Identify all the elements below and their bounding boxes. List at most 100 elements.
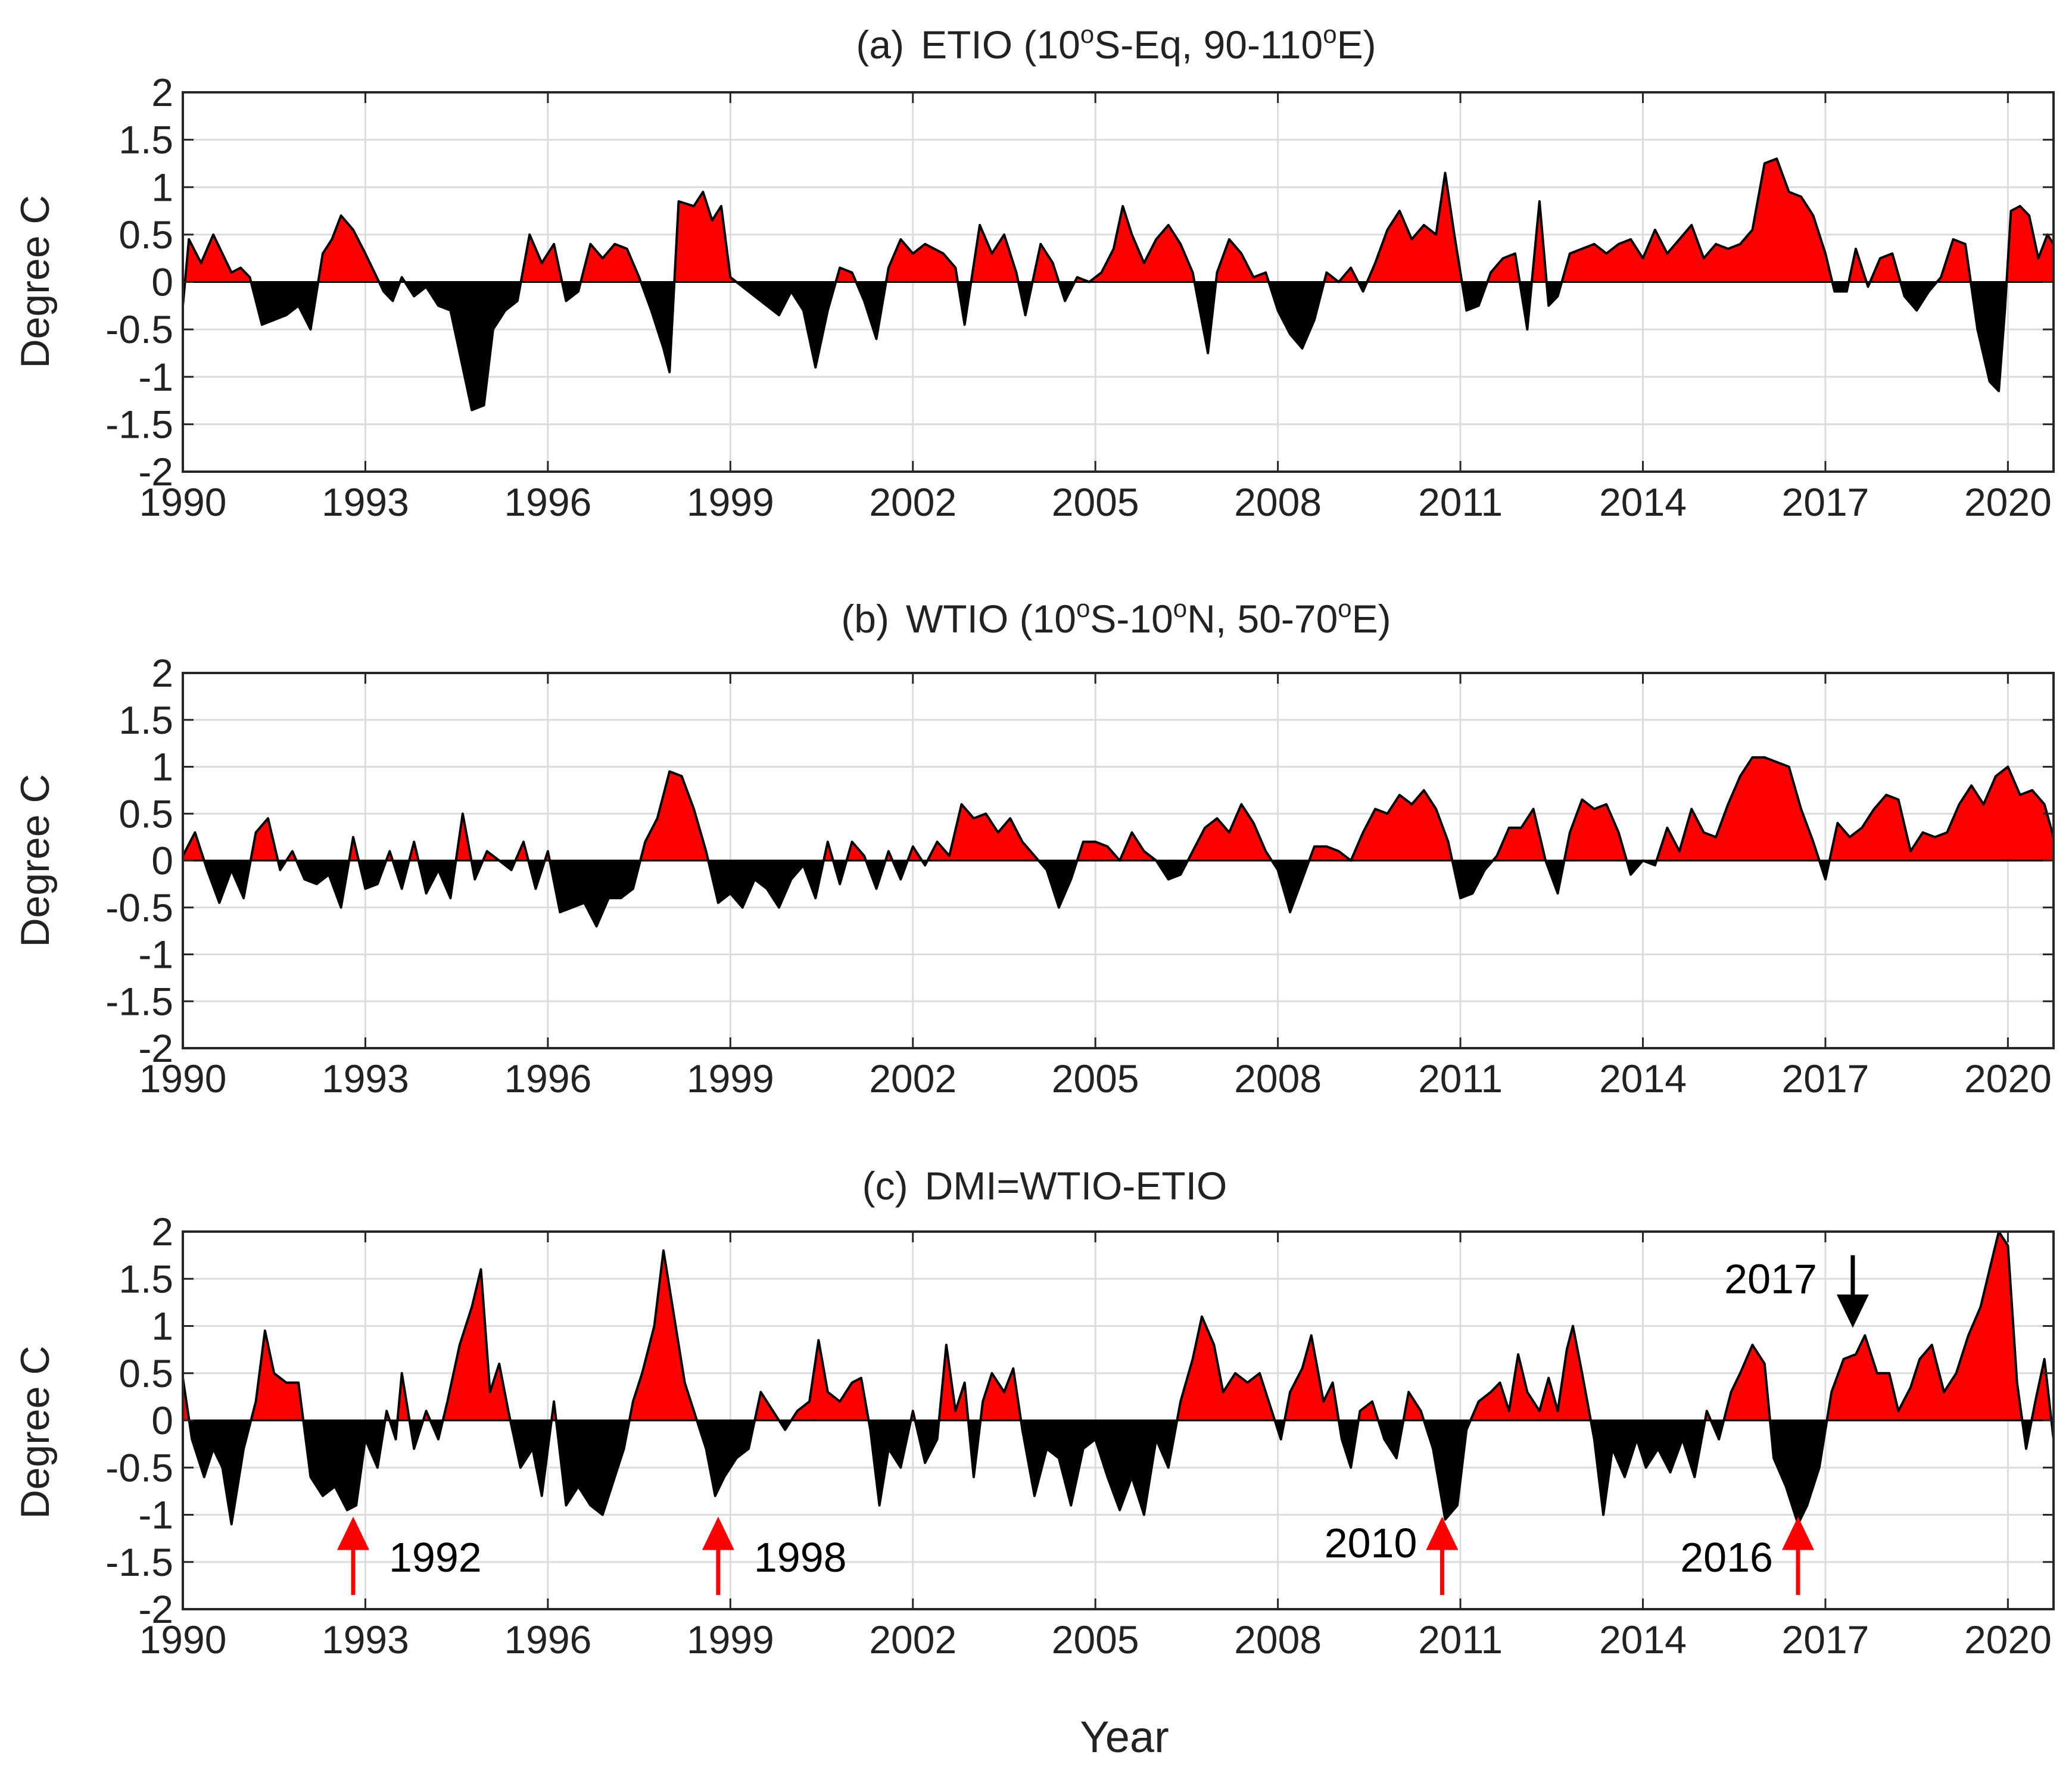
panel-c-xtick-label: 2017 — [1782, 1618, 1870, 1662]
panel-c-area — [182, 1230, 2055, 1526]
panel-b-xtick-label: 1999 — [687, 1057, 774, 1101]
panel-a-ytick-label: 0.5 — [119, 213, 173, 257]
panel-c-xtick-label: 1999 — [687, 1618, 774, 1662]
panel-c-xtick-label: 2005 — [1052, 1618, 1139, 1662]
arrow-up-icon — [702, 1516, 734, 1550]
panel-a-xtick-label: 2002 — [869, 480, 956, 524]
panel-b-title: (b) WTIO (10oS-10oN, 50-70oE) — [841, 594, 1391, 641]
arrow-up-icon — [1426, 1516, 1459, 1550]
panel-a-area — [182, 157, 2055, 412]
panel-c-ytick-label: 0 — [151, 1398, 173, 1442]
panel-a-ytick-label: -1.5 — [105, 402, 173, 446]
panel-c-series-line — [182, 1230, 2055, 1526]
panel-a-ticks: 1990 1993 1996 1999 2002 2005 2008 2011 2014 2017… — [105, 70, 2054, 524]
panel-b-xtick-label: 2005 — [1052, 1057, 1139, 1101]
panel-a-xtick-label: 1990 — [139, 480, 227, 524]
panel-a: (a) ETIO (10oS-Eq, 90-110oE) Degree C 199… — [13, 20, 2055, 524]
panel-c-xtick-label: 2011 — [1418, 1618, 1503, 1662]
annotation-label: 2010 — [1325, 1520, 1417, 1566]
panel-c-ytick-label: -2 — [138, 1587, 173, 1631]
panel-c-xtick-label: 1996 — [504, 1618, 591, 1662]
panel-b-xtick-label: 2002 — [869, 1057, 956, 1101]
panel-c-xtick-label: 2020 — [1964, 1618, 2052, 1662]
panel-c-ylabel: Degree C — [13, 1345, 58, 1519]
panel-a-series-line — [182, 157, 2055, 412]
annotation-label: 2017 — [1724, 1255, 1817, 1302]
panel-c-ytick-label: -1.5 — [105, 1540, 173, 1584]
panel-c-ytick-label: -1 — [138, 1493, 173, 1537]
panel-a-ytick-label: 1 — [151, 165, 173, 209]
panel-a-xtick-label: 1999 — [687, 480, 774, 524]
annotation-2017: 2017 — [1724, 1255, 1869, 1328]
panel-b-xtick-label: 1990 — [139, 1057, 227, 1101]
panel-b-xtick-label: 1996 — [504, 1057, 591, 1101]
panel-c-xtick-label: 2008 — [1234, 1618, 1322, 1662]
panel-b-area — [182, 756, 2055, 928]
panel-a-xtick-label: 2005 — [1052, 480, 1139, 524]
panel-c-ytick-label: 1 — [151, 1304, 173, 1348]
annotation-2016: 2016 — [1680, 1516, 1814, 1595]
panel-b-ytick-label: 2 — [151, 651, 173, 695]
panel-a-ytick-label: -2 — [138, 450, 173, 494]
arrow-up-icon — [337, 1516, 370, 1550]
panel-c-xtick-label: 1993 — [322, 1618, 409, 1662]
panel-a-xtick-label: 2008 — [1234, 480, 1322, 524]
panel-b: (b) WTIO (10oS-10oN, 50-70oE) Degree C 19… — [13, 594, 2055, 1101]
panel-b-ticks: 1990 1993 1996 1999 2002 2005 2008 2011 2014 2017… — [105, 651, 2054, 1101]
panel-a-ytick-label: -1 — [138, 355, 173, 399]
panel-b-xtick-label: 1993 — [322, 1057, 409, 1101]
annotation-1998: 1998 — [702, 1516, 847, 1595]
panel-b-xtick-label: 2008 — [1234, 1057, 1322, 1101]
panel-c-ticks: 1990 1993 1996 1999 2002 2005 2008 2011 2014 2017… — [105, 1210, 2054, 1662]
panel-c-ytick-label: 2 — [151, 1210, 173, 1254]
panel-b-ytick-label: -1 — [138, 933, 173, 977]
arrow-down-icon — [1836, 1294, 1869, 1328]
panel-a-xtick-label: 1993 — [322, 480, 409, 524]
annotation-2010: 2010 — [1325, 1516, 1459, 1595]
panel-c-title: (c) DMI=WTIO-ETIO — [862, 1164, 1227, 1208]
panel-a-ytick-label: -0.5 — [105, 307, 173, 351]
annotation-label: 1998 — [754, 1534, 847, 1581]
panel-a-ytick-label: 0 — [151, 260, 173, 304]
panel-b-xtick-label: 2020 — [1964, 1057, 2052, 1101]
panel-a-xtick-label: 2014 — [1599, 480, 1687, 524]
panel-c-annotations: 1992 1998 2010 2016 2017 — [337, 1255, 1869, 1595]
x-axis-label: Year — [1080, 1712, 1169, 1762]
panel-a-xtick-label: 2020 — [1964, 480, 2052, 524]
panel-b-xtick-label: 2014 — [1599, 1057, 1687, 1101]
panel-b-xtick-label: 2017 — [1782, 1057, 1870, 1101]
panel-c-ytick-label: 0.5 — [119, 1351, 173, 1395]
panel-c-negative-area — [183, 1420, 2054, 1525]
panel-a-ylabel: Degree C — [13, 195, 58, 368]
panel-b-ytick-label: -1.5 — [105, 979, 173, 1023]
panel-a-title: (a) ETIO (10oS-Eq, 90-110oE) — [856, 20, 1376, 67]
annotation-label: 1992 — [389, 1534, 482, 1581]
panel-c-ytick-label: 1.5 — [119, 1257, 173, 1301]
panel-a-ytick-label: 2 — [151, 70, 173, 114]
annotation-label: 2016 — [1680, 1534, 1773, 1581]
panel-b-ytick-label: 1 — [151, 745, 173, 789]
panel-b-ytick-label: 1.5 — [119, 698, 173, 742]
panel-c-ytick-label: -0.5 — [105, 1445, 173, 1489]
panel-b-ytick-label: -2 — [138, 1026, 173, 1070]
panel-c-positive-area — [183, 1232, 2054, 1420]
arrow-up-icon — [1781, 1516, 1814, 1550]
panel-a-negative-area — [183, 282, 2054, 410]
panel-b-ytick-label: -0.5 — [105, 886, 173, 930]
panel-c-xtick-label: 2014 — [1599, 1618, 1687, 1662]
panel-a-ytick-label: 1.5 — [119, 118, 173, 162]
panel-b-ylabel: Degree C — [13, 774, 58, 947]
panel-c: (c) DMI=WTIO-ETIO Degree C 1990 1993 1996 19… — [13, 1164, 2055, 1662]
panel-a-xtick-label: 1996 — [504, 480, 591, 524]
panel-b-positive-area — [183, 757, 2054, 861]
panel-c-xtick-label: 1990 — [139, 1618, 227, 1662]
annotation-1992: 1992 — [337, 1516, 482, 1595]
panel-b-xtick-label: 2011 — [1418, 1057, 1503, 1101]
panel-a-xtick-label: 2011 — [1418, 480, 1503, 524]
panel-a-positive-area — [183, 158, 2054, 282]
panel-a-xtick-label: 2017 — [1782, 480, 1870, 524]
panel-b-negative-area — [183, 861, 2054, 927]
panel-b-ytick-label: 0 — [151, 839, 173, 883]
panel-c-xtick-label: 2002 — [869, 1618, 956, 1662]
